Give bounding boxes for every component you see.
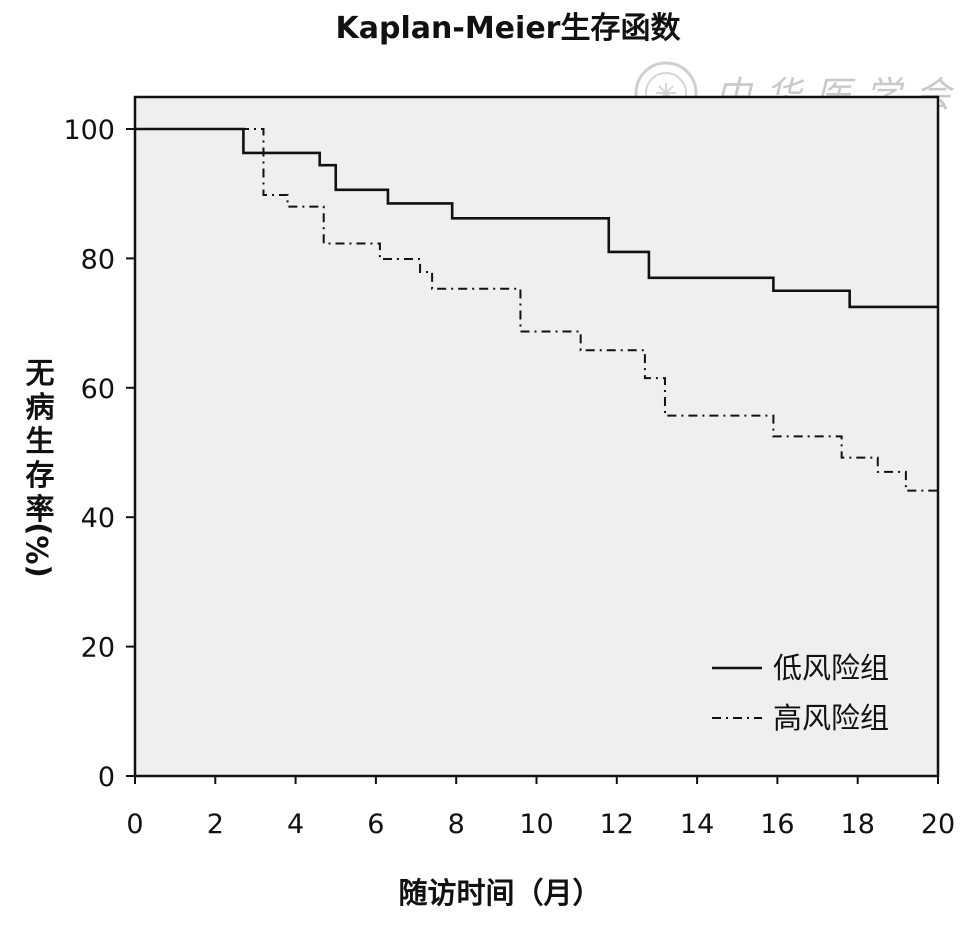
x-axis-label: 随访时间（月） xyxy=(398,876,601,910)
x-tick-label: 18 xyxy=(841,809,875,840)
x-tick-label: 4 xyxy=(287,809,304,840)
y-tick-label: 100 xyxy=(63,115,115,146)
x-tick-label: 8 xyxy=(448,809,465,840)
y-axis: 0 20 40 60 80 100 xyxy=(63,115,135,793)
legend-label: 低风险组 xyxy=(773,651,889,685)
x-tick-label: 0 xyxy=(126,809,143,840)
y-axis-label-part: 存 xyxy=(25,458,54,492)
y-tick-label: 40 xyxy=(81,503,115,534)
y-axis-label-part: 无 xyxy=(25,356,54,390)
y-tick-label: 0 xyxy=(98,762,115,793)
y-tick-label: 20 xyxy=(81,633,115,664)
x-tick-label: 12 xyxy=(600,809,634,840)
x-tick-label: 16 xyxy=(760,809,794,840)
x-tick-label: 10 xyxy=(519,809,553,840)
x-tick-label: 20 xyxy=(921,809,955,840)
series-line-high-risk xyxy=(135,128,938,492)
x-axis: 0 2 4 6 8 10 12 14 16 18 20 xyxy=(126,776,955,840)
series-line-low-risk xyxy=(135,127,938,309)
y-tick-label: 60 xyxy=(81,374,115,405)
y-axis-label-part: 病 xyxy=(25,390,54,424)
x-tick-label: 6 xyxy=(367,809,384,840)
y-axis-label-part: 生 xyxy=(25,424,54,458)
y-axis-label-part: 率 xyxy=(25,492,54,526)
x-tick-label: 14 xyxy=(680,809,714,840)
x-tick-label: 2 xyxy=(207,809,224,840)
y-axis-label-part: (%) xyxy=(21,522,55,578)
chart-title: Kaplan-Meier生存函数 xyxy=(336,11,682,46)
series-layer xyxy=(135,127,938,492)
legend-label: 高风险组 xyxy=(773,701,889,735)
y-tick-label: 80 xyxy=(81,244,115,275)
